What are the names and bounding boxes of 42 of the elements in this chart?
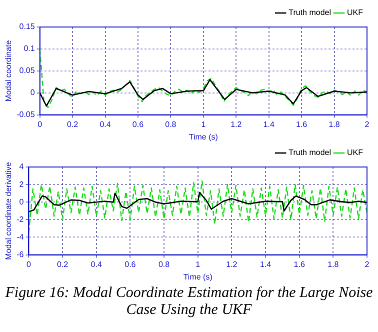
- line-series: [28, 180, 367, 234]
- x-tick-label: 0.4: [100, 120, 112, 129]
- y-axis-title: Modal coordinate derivative: [4, 161, 14, 260]
- y-tick-label: -2: [16, 214, 24, 224]
- y-tick-label: -0.05: [16, 110, 36, 120]
- y-tick-label: 0.15: [19, 22, 36, 32]
- x-tick-label: 1: [201, 120, 206, 129]
- x-axis-title: Time (s): [188, 132, 218, 142]
- y-tick-label: 0: [30, 88, 36, 98]
- x-tick-label: 0.8: [158, 260, 170, 269]
- y-tick-label: 0: [19, 197, 24, 206]
- y-tick-label: 4: [19, 162, 24, 172]
- y-tick-label: 0.05: [19, 66, 36, 76]
- y-tick-label: 0.1: [24, 44, 36, 54]
- x-tick-label: 0.8: [165, 120, 177, 129]
- x-tick-label: 1.4: [263, 120, 275, 129]
- x-tick-label: 2: [364, 120, 370, 129]
- legend-label: UKF: [347, 148, 364, 158]
- x-tick-label: 1.2: [230, 120, 242, 129]
- x-tick-label: 0.4: [90, 260, 102, 269]
- y-axis-title: Modal coordinate: [4, 40, 14, 102]
- x-tick-label: 0.6: [132, 120, 144, 129]
- x-tick-label: 0.2: [66, 120, 79, 129]
- x-tick-label: 2: [364, 260, 370, 269]
- x-tick-label: 1.8: [328, 260, 340, 269]
- x-tick-label: 1: [196, 260, 201, 269]
- x-tick-label: 1.6: [294, 260, 306, 269]
- legend-label: Truth model: [288, 8, 332, 18]
- x-tick-label: 1.4: [260, 260, 272, 269]
- y-tick-label: -6: [16, 250, 24, 260]
- x-tick-label: 1.8: [328, 120, 340, 129]
- x-tick-label: 0.6: [124, 260, 136, 269]
- caption: Figure 16: Modal Coordinate Estimation for the Large Noise Case Using the UKF: [4, 285, 374, 319]
- x-tick-label: 1.6: [296, 120, 308, 129]
- legend-label: UKF: [347, 8, 364, 18]
- x-tick-label: 0.2: [56, 260, 69, 269]
- y-tick-label: 2: [19, 180, 24, 189]
- legend-label: Truth model: [288, 148, 332, 158]
- y-tick-label: -4: [16, 232, 24, 242]
- x-tick-label: 0: [38, 120, 43, 129]
- x-tick-label: 1.2: [226, 260, 238, 269]
- x-axis-title: Time (s): [183, 272, 213, 282]
